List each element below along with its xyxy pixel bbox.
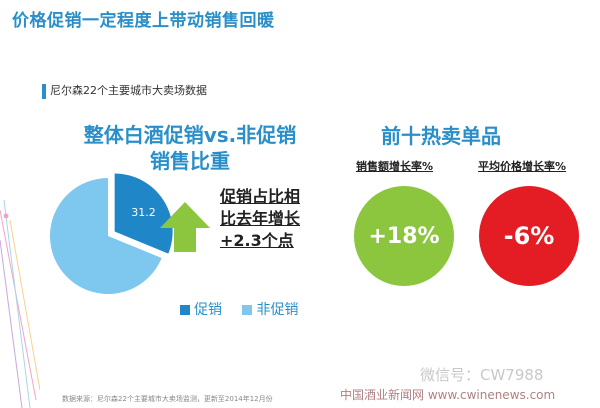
- pie-data-label-0: 31.2: [131, 206, 156, 219]
- source-note: 数据来源：尼尔森22个主要城市大卖场监测，更新至2014年12月份: [62, 395, 273, 403]
- subtitle: 尼尔森22个主要城市大卖场数据: [50, 84, 207, 97]
- pie-slice-1: [50, 178, 162, 294]
- up-arrow-icon: [160, 202, 210, 252]
- legend-label-non-promotion: 非促销: [256, 302, 299, 318]
- pie-title-line2: 销售比重: [150, 149, 230, 173]
- pie-chart-title: 整体白酒促销vs.非促销 销售比重: [40, 122, 340, 174]
- sales-growth-circle: +18%: [354, 186, 454, 286]
- price-growth-circle: -6%: [479, 186, 579, 286]
- callout-line1: 促销占比相: [220, 187, 301, 206]
- wechat-id: 微信号：CW7988: [420, 366, 544, 384]
- pie-legend: 促销 非促销: [180, 299, 314, 319]
- legend-item-non-promotion: 非促销: [242, 299, 298, 319]
- price-growth-value: -6%: [503, 222, 555, 250]
- callout-line3: +2.3个点: [220, 231, 294, 250]
- legend-swatch-promotion: [180, 305, 190, 315]
- legend-label-promotion: 促销: [194, 302, 222, 318]
- site-watermark: 中国酒业新闻网 www.cwinenews.com: [340, 388, 556, 402]
- decorative-lines: [0, 200, 40, 408]
- top-ten-title: 前十热卖单品: [381, 124, 501, 148]
- price-growth-label: 平均价格增长率%: [478, 160, 567, 173]
- pie-title-line1: 整体白酒促销vs.非促销: [83, 123, 297, 147]
- sales-growth-value: +18%: [368, 223, 440, 249]
- pie-slice-0: [114, 173, 173, 254]
- callout-line2: 比去年增长: [220, 209, 301, 228]
- growth-callout: 促销占比相 比去年增长 +2.3个点: [220, 186, 316, 252]
- legend-item-promotion: 促销: [180, 299, 222, 319]
- legend-swatch-non-promotion: [242, 305, 253, 315]
- sales-growth-label: 销售额增长率%: [356, 160, 434, 173]
- subtitle-accent-bar: [42, 84, 46, 99]
- pie-chart: 31.2: [50, 173, 210, 294]
- slide-title: 价格促销一定程度上带动销售回暖: [12, 11, 275, 31]
